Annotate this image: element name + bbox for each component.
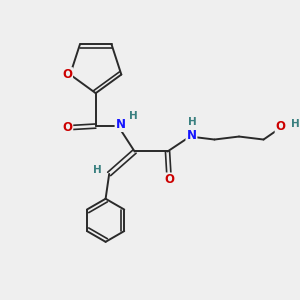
Text: H: H <box>188 117 197 127</box>
Text: H: H <box>93 165 102 175</box>
Text: O: O <box>276 120 286 133</box>
Text: H: H <box>129 111 137 121</box>
Text: N: N <box>116 118 126 131</box>
Text: N: N <box>187 128 196 142</box>
Text: O: O <box>164 173 174 186</box>
Text: H: H <box>291 119 300 129</box>
Text: O: O <box>62 68 72 81</box>
Text: O: O <box>62 121 72 134</box>
